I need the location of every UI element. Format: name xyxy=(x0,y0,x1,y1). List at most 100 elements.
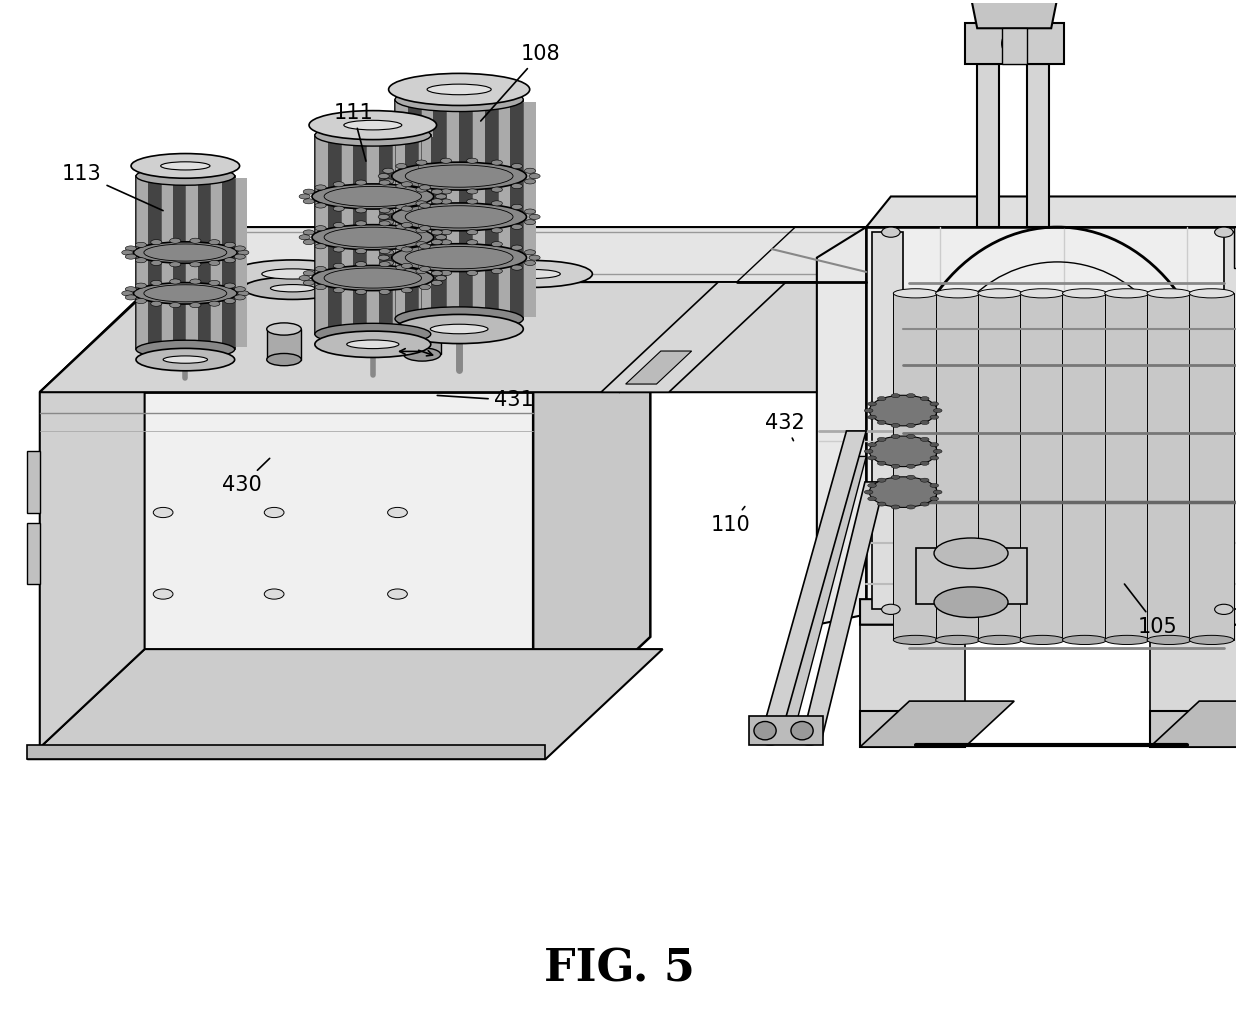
Ellipse shape xyxy=(430,324,488,334)
Ellipse shape xyxy=(867,497,876,501)
Ellipse shape xyxy=(395,306,523,331)
Polygon shape xyxy=(392,137,405,332)
Polygon shape xyxy=(484,101,498,317)
Ellipse shape xyxy=(790,722,813,740)
Polygon shape xyxy=(860,600,1239,624)
Ellipse shape xyxy=(907,476,916,480)
Polygon shape xyxy=(750,716,823,745)
Ellipse shape xyxy=(131,154,239,178)
Ellipse shape xyxy=(395,245,406,250)
Ellipse shape xyxy=(1063,289,1106,298)
Polygon shape xyxy=(860,701,1015,747)
Ellipse shape xyxy=(356,261,367,266)
Polygon shape xyxy=(1027,64,1048,228)
Ellipse shape xyxy=(930,402,939,406)
Ellipse shape xyxy=(154,589,173,600)
Ellipse shape xyxy=(190,302,201,308)
Ellipse shape xyxy=(378,173,389,178)
Text: 431: 431 xyxy=(437,391,534,410)
Ellipse shape xyxy=(379,289,390,294)
Polygon shape xyxy=(460,101,472,317)
Ellipse shape xyxy=(136,167,234,186)
Ellipse shape xyxy=(395,265,406,271)
Ellipse shape xyxy=(867,484,876,488)
Ellipse shape xyxy=(431,230,442,235)
Polygon shape xyxy=(27,292,145,760)
Ellipse shape xyxy=(401,288,413,293)
Ellipse shape xyxy=(190,279,201,284)
Ellipse shape xyxy=(238,291,249,296)
Ellipse shape xyxy=(492,187,503,192)
Polygon shape xyxy=(872,232,903,609)
Ellipse shape xyxy=(755,722,776,740)
Polygon shape xyxy=(866,228,1239,614)
Ellipse shape xyxy=(389,74,530,106)
Polygon shape xyxy=(935,293,980,640)
Text: 113: 113 xyxy=(62,164,164,210)
Ellipse shape xyxy=(325,268,421,288)
Polygon shape xyxy=(916,548,1027,605)
Ellipse shape xyxy=(170,302,181,308)
Ellipse shape xyxy=(492,160,503,165)
Ellipse shape xyxy=(401,247,413,252)
Polygon shape xyxy=(1150,624,1239,711)
Ellipse shape xyxy=(405,246,513,269)
Polygon shape xyxy=(379,137,392,332)
Ellipse shape xyxy=(524,260,535,265)
Ellipse shape xyxy=(304,271,315,276)
Ellipse shape xyxy=(512,224,523,230)
Ellipse shape xyxy=(870,436,937,466)
Ellipse shape xyxy=(161,162,209,170)
Ellipse shape xyxy=(431,189,442,194)
Polygon shape xyxy=(1189,293,1234,640)
Ellipse shape xyxy=(135,298,146,303)
Ellipse shape xyxy=(867,402,876,406)
Ellipse shape xyxy=(865,490,873,494)
Ellipse shape xyxy=(427,84,491,94)
Ellipse shape xyxy=(907,394,916,398)
Polygon shape xyxy=(1224,232,1239,609)
Ellipse shape xyxy=(395,88,523,112)
Ellipse shape xyxy=(392,162,527,190)
Ellipse shape xyxy=(420,203,431,208)
Ellipse shape xyxy=(1105,289,1150,298)
Ellipse shape xyxy=(441,189,451,194)
Polygon shape xyxy=(434,101,446,317)
Ellipse shape xyxy=(304,240,315,245)
Ellipse shape xyxy=(907,435,916,439)
Ellipse shape xyxy=(383,219,394,224)
Ellipse shape xyxy=(383,179,394,183)
Ellipse shape xyxy=(921,420,929,424)
Ellipse shape xyxy=(134,242,237,263)
Text: 430: 430 xyxy=(222,458,270,495)
Ellipse shape xyxy=(1214,228,1233,237)
Ellipse shape xyxy=(395,204,406,209)
Ellipse shape xyxy=(867,456,876,460)
Ellipse shape xyxy=(379,220,390,226)
Ellipse shape xyxy=(135,257,146,262)
Ellipse shape xyxy=(309,111,436,139)
Ellipse shape xyxy=(299,235,310,240)
Ellipse shape xyxy=(264,507,284,518)
Polygon shape xyxy=(27,523,40,584)
Ellipse shape xyxy=(401,181,413,187)
Ellipse shape xyxy=(921,397,929,401)
Ellipse shape xyxy=(333,181,344,187)
Text: 111: 111 xyxy=(333,102,373,161)
Ellipse shape xyxy=(475,260,592,287)
Ellipse shape xyxy=(934,587,1009,617)
Ellipse shape xyxy=(431,271,442,276)
Ellipse shape xyxy=(125,287,136,292)
Ellipse shape xyxy=(125,254,136,259)
Ellipse shape xyxy=(378,255,389,260)
Ellipse shape xyxy=(921,438,929,442)
Ellipse shape xyxy=(930,443,939,447)
Ellipse shape xyxy=(333,222,344,228)
Ellipse shape xyxy=(379,249,390,253)
Polygon shape xyxy=(860,711,965,747)
Polygon shape xyxy=(802,482,885,739)
Ellipse shape xyxy=(395,164,406,169)
Polygon shape xyxy=(472,101,484,317)
Polygon shape xyxy=(40,282,1088,393)
Ellipse shape xyxy=(870,477,937,507)
